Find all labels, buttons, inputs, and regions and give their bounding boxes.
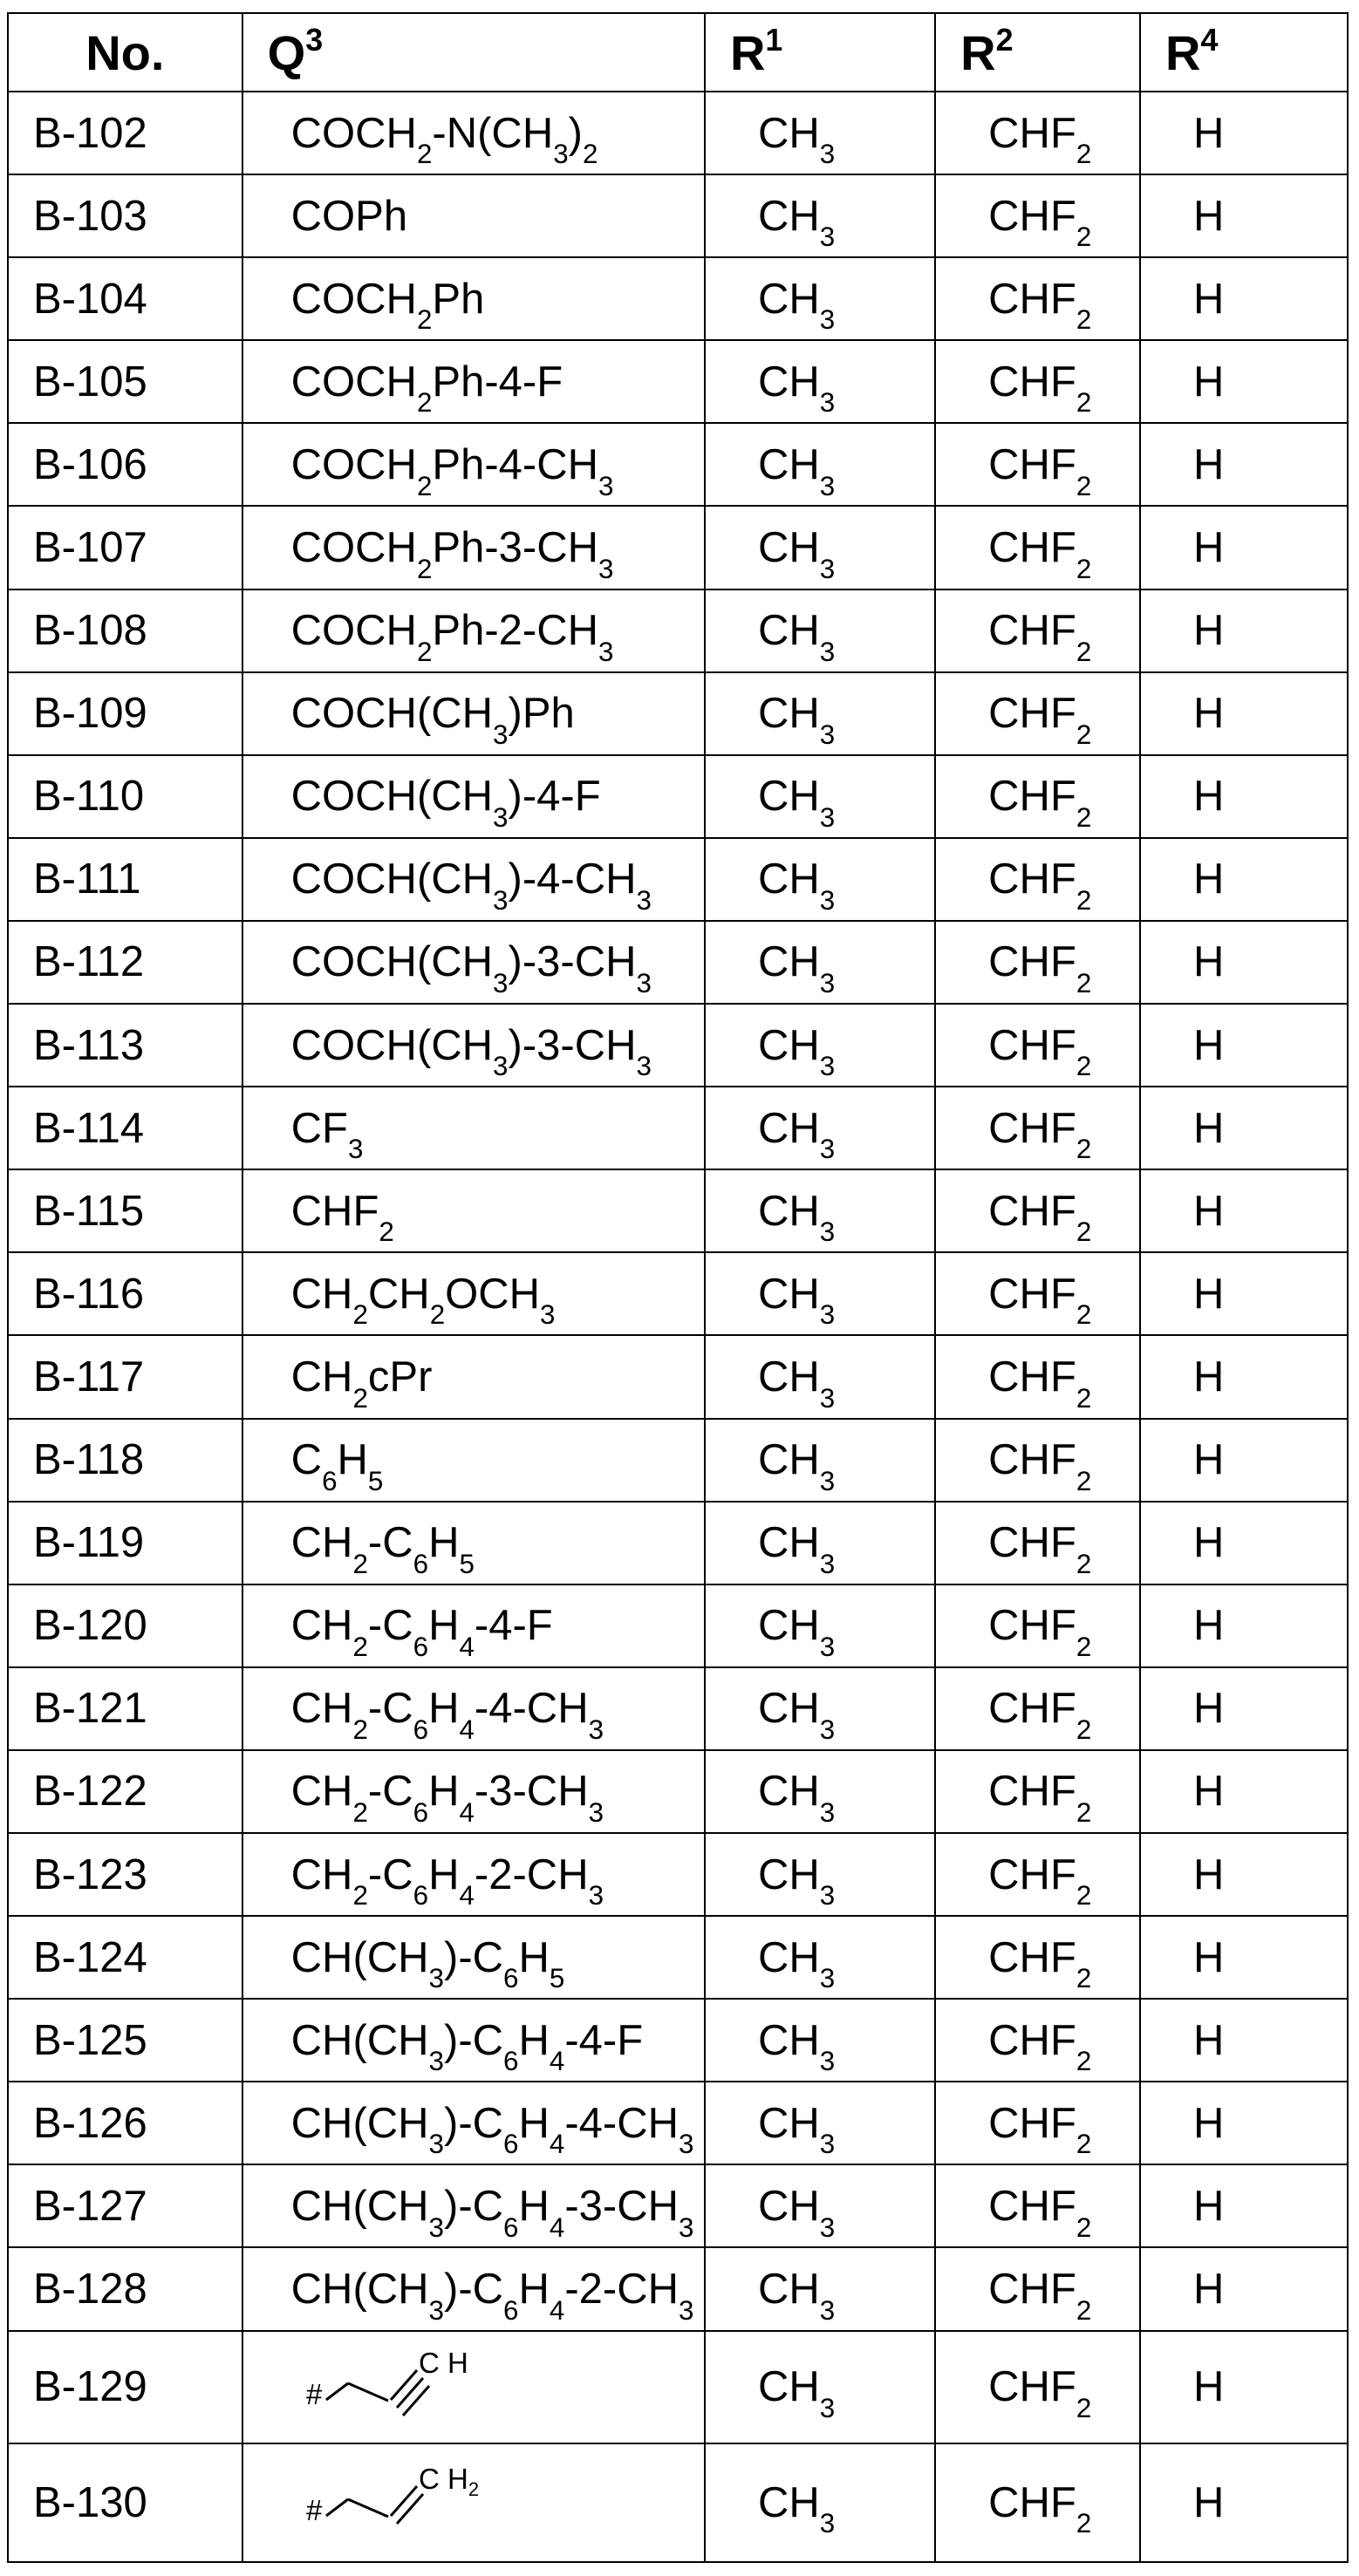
svg-text:C H2: C H2: [419, 2463, 479, 2500]
svg-text:#: #: [306, 2494, 323, 2526]
svg-text:C H: C H: [419, 2347, 468, 2379]
svg-text:#: #: [306, 2378, 323, 2410]
